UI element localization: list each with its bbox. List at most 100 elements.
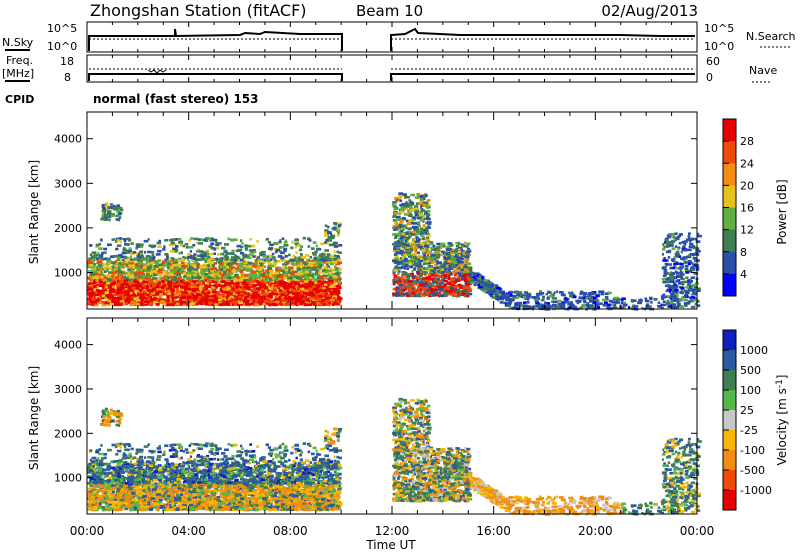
echo-cell <box>235 249 241 253</box>
echo-cell <box>202 299 205 302</box>
echo-cell <box>160 268 163 272</box>
echo-cell <box>327 269 332 272</box>
echo-cell <box>394 240 397 244</box>
echo-cell <box>311 247 315 250</box>
echo-cell <box>245 254 250 258</box>
echo-cell <box>277 259 281 263</box>
echo-cell <box>202 301 205 304</box>
echo-cell <box>284 255 288 258</box>
echo-cell <box>287 276 292 280</box>
echo-cell <box>207 256 211 259</box>
echo-cell <box>171 269 175 273</box>
echo-cell <box>306 276 309 279</box>
echo-cell <box>121 281 125 284</box>
echo-cell <box>337 227 340 230</box>
echo-cell <box>338 277 342 280</box>
echo-cell <box>197 248 200 252</box>
echo-cell <box>279 239 282 242</box>
echo-cell <box>233 279 239 282</box>
echo-cell <box>127 243 130 246</box>
echo-cell <box>398 194 404 197</box>
echo-cell <box>233 261 237 264</box>
echo-cell <box>247 267 253 271</box>
freq-strip: Freq. [MHz] 18 8 60 0 Nave <box>2 54 777 84</box>
echo-cell <box>301 284 304 288</box>
echo-cell <box>244 303 248 306</box>
echo-cell <box>249 299 254 302</box>
echo-cell <box>199 272 204 276</box>
echo-cell <box>303 263 308 266</box>
echo-cell <box>232 289 235 293</box>
echo-cell <box>298 283 301 286</box>
echo-cell <box>326 290 329 293</box>
echo-cell <box>172 278 177 282</box>
echo-cell <box>122 238 127 241</box>
echo-cell <box>129 291 133 295</box>
echo-cell <box>258 268 263 271</box>
echo-cell <box>169 275 172 279</box>
echo-cell <box>220 290 224 293</box>
echo-cell <box>242 278 248 282</box>
echo-cell <box>103 247 108 251</box>
echo-cell <box>439 282 444 285</box>
echo-cell <box>168 295 172 298</box>
echo-cell <box>107 206 112 209</box>
echo-cell <box>418 213 424 217</box>
echo-cell <box>416 278 419 282</box>
echo-cell <box>184 291 189 294</box>
echo-cell <box>198 281 201 284</box>
echo-cell <box>336 233 340 237</box>
echo-cell <box>150 251 155 254</box>
echo-cell <box>300 272 305 276</box>
echo-cell <box>106 276 111 280</box>
echo-cell <box>322 269 327 272</box>
echo-cell <box>299 284 303 288</box>
echo-cell <box>97 270 101 274</box>
echo-cell <box>215 243 220 247</box>
echo-cell <box>246 244 251 248</box>
echo-cell <box>149 301 154 305</box>
echo-cell <box>337 289 341 292</box>
echo-cell <box>90 261 93 264</box>
echo-cell <box>174 238 178 241</box>
echo-cell <box>309 274 314 277</box>
echo-cell <box>95 266 100 269</box>
echo-cell <box>467 292 473 296</box>
echo-cell <box>106 210 112 213</box>
echo-cell <box>308 285 312 289</box>
echo-cell <box>104 301 108 304</box>
echo-cell <box>204 284 208 287</box>
echo-cell <box>87 259 92 262</box>
echo-cell <box>305 283 310 286</box>
echo-cell <box>310 288 316 292</box>
echo-cell <box>425 204 429 207</box>
echo-cell <box>125 285 128 289</box>
echo-cell <box>177 300 182 303</box>
echo-cell <box>295 299 300 303</box>
echo-cell <box>315 263 319 267</box>
echo-cell <box>286 284 291 287</box>
echo-cell <box>168 257 171 261</box>
echo-cell <box>165 275 168 278</box>
echo-cell <box>127 271 131 275</box>
echo-cell <box>202 272 205 276</box>
echo-cell <box>155 295 160 299</box>
echo-cell <box>155 270 158 273</box>
echo-cell <box>325 259 330 262</box>
echo-cell <box>140 298 145 301</box>
echo-cell <box>140 286 145 289</box>
echo-cell <box>107 278 111 281</box>
echo-cell <box>192 264 196 267</box>
echo-cell <box>162 282 167 285</box>
echo-cell <box>401 202 406 206</box>
freq-bottom-tick: 8 <box>64 71 71 84</box>
echo-cell <box>112 263 117 266</box>
echo-cell <box>204 269 209 272</box>
echo-cell <box>224 300 230 304</box>
echo-cell <box>405 219 409 223</box>
echo-cell <box>177 292 182 295</box>
echo-cell <box>196 287 199 291</box>
echo-cell <box>407 227 411 231</box>
echo-cell <box>122 248 127 251</box>
echo-cell <box>122 289 125 292</box>
